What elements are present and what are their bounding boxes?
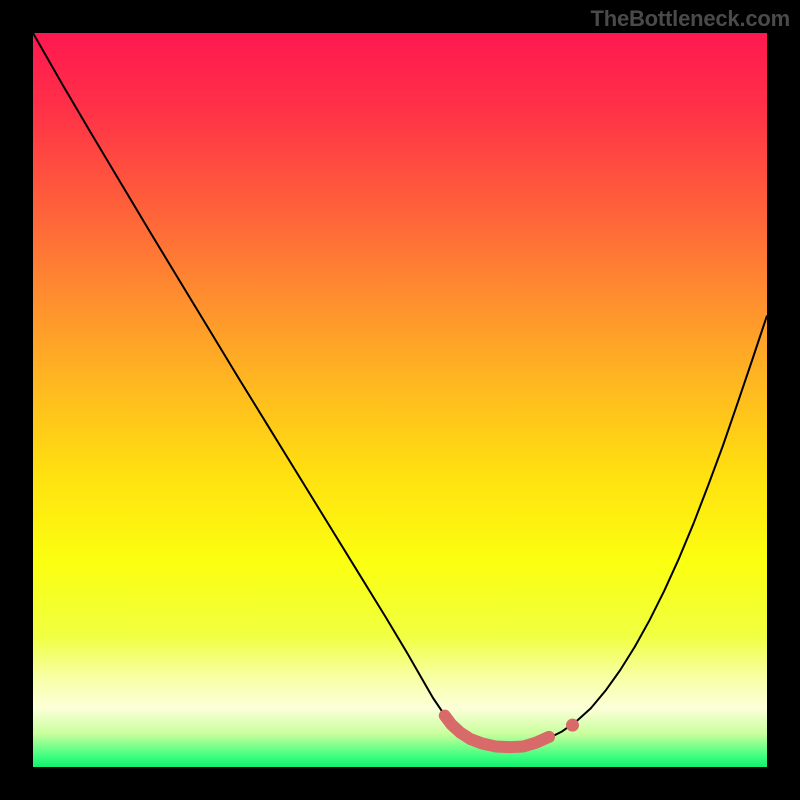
watermark-text: TheBottleneck.com <box>590 6 790 32</box>
optimal-range-marker <box>445 716 549 748</box>
optimal-range-marker-dot <box>566 719 579 732</box>
chart-container: TheBottleneck.com <box>0 0 800 800</box>
plot-area <box>33 33 767 767</box>
plot-svg <box>33 33 767 767</box>
bottleneck-curve <box>33 33 767 745</box>
